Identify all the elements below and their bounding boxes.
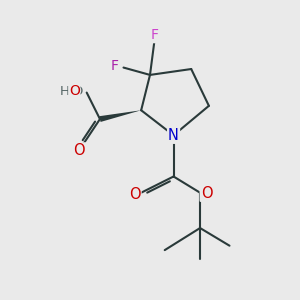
Polygon shape	[99, 110, 141, 122]
Text: O: O	[201, 186, 212, 201]
Text: F: F	[111, 59, 119, 73]
Text: O: O	[129, 187, 140, 202]
Text: O: O	[69, 84, 80, 98]
Text: H: H	[60, 85, 70, 98]
Text: HO: HO	[63, 85, 84, 98]
Text: F: F	[150, 28, 158, 42]
Text: O: O	[74, 143, 85, 158]
Text: N: N	[168, 128, 179, 143]
